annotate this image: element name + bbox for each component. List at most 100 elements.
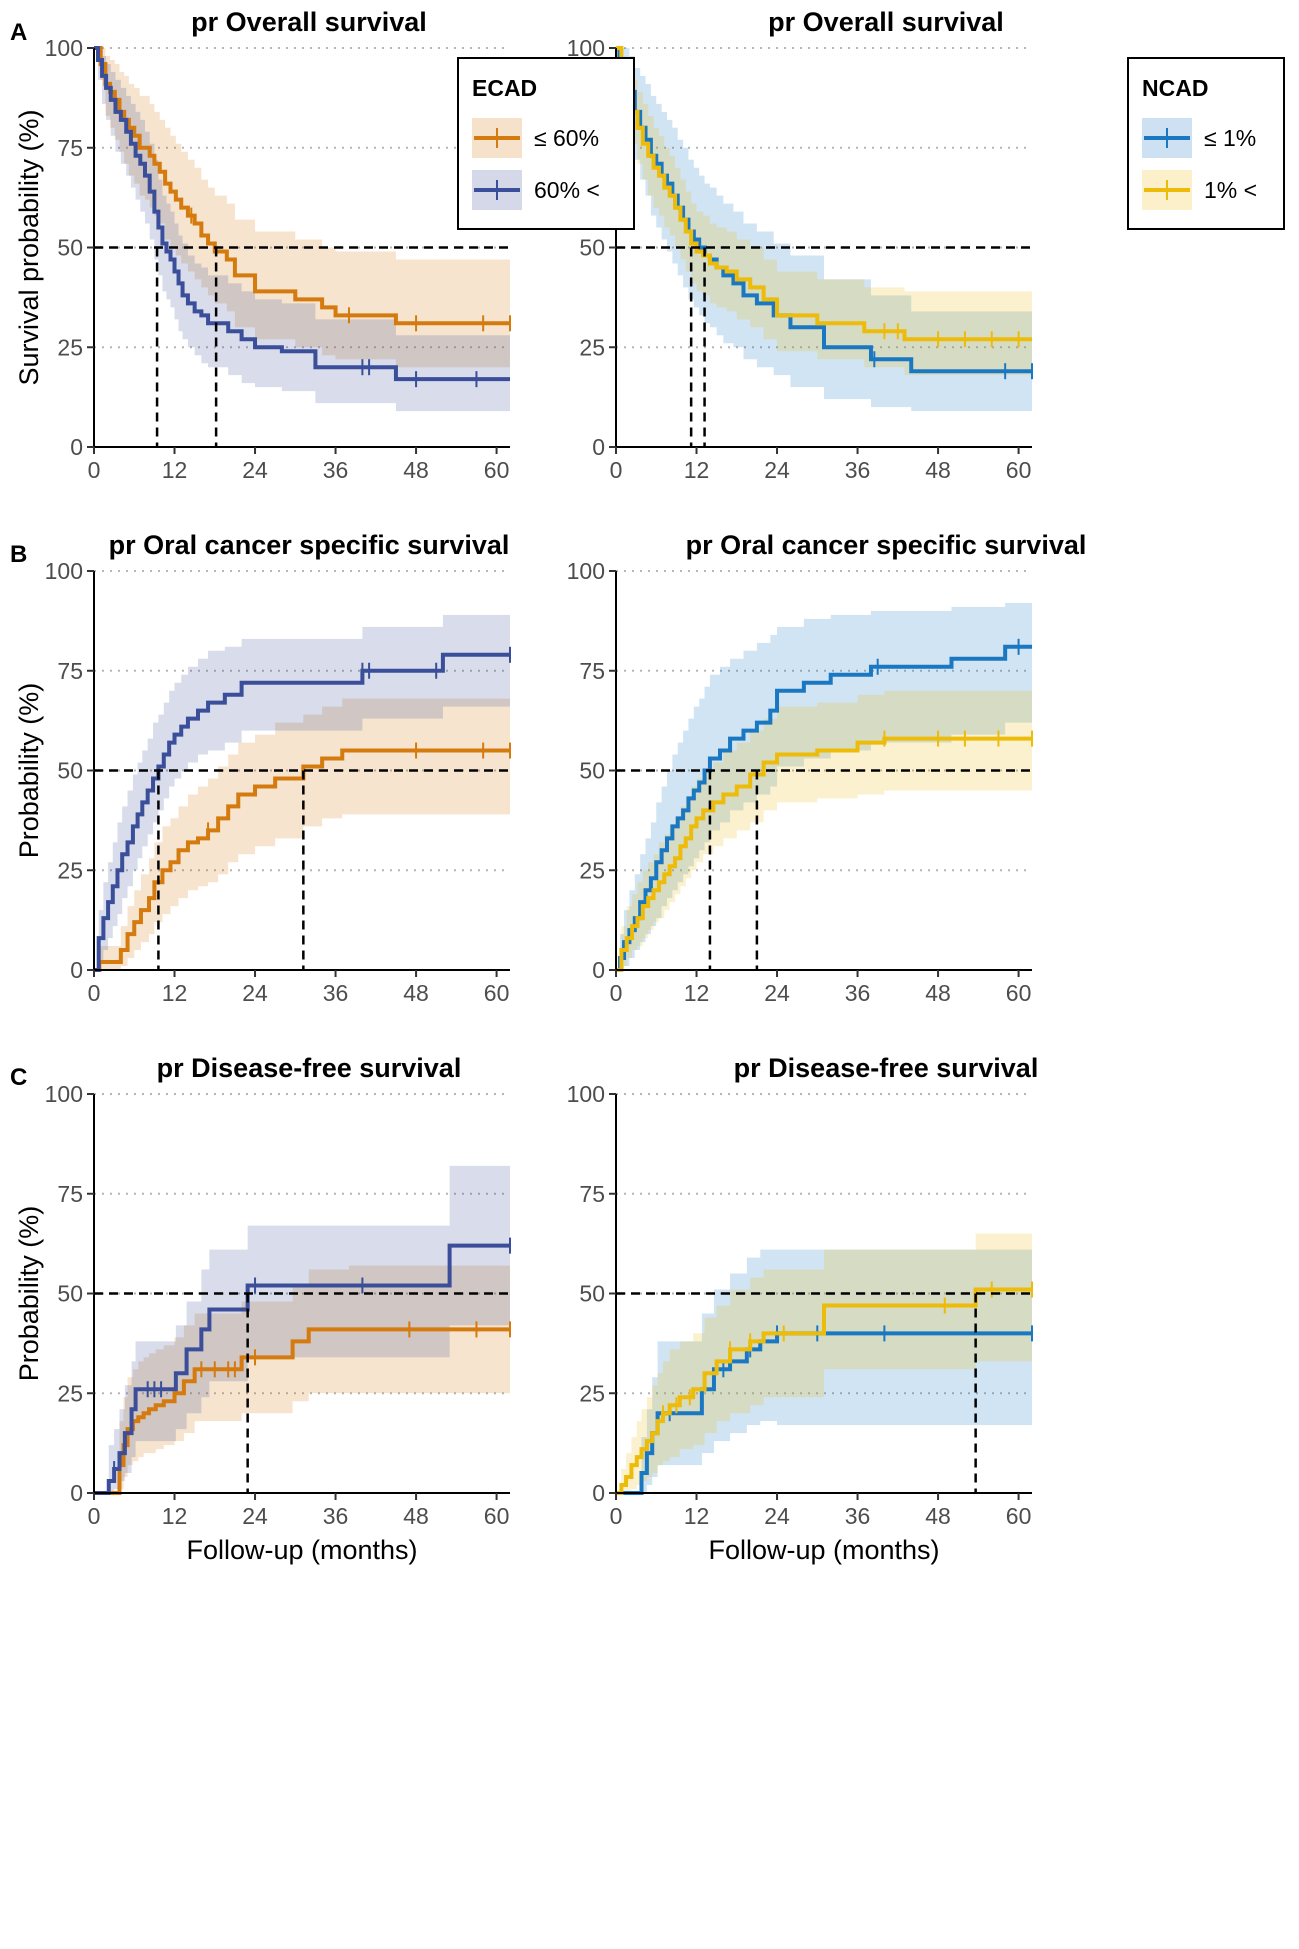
series-line-1 bbox=[616, 644, 1032, 972]
y-tick-label: 50 bbox=[579, 235, 605, 261]
x-tick-label: 0 bbox=[88, 980, 101, 1006]
chart-title: pr Disease-free survival bbox=[157, 1053, 462, 1083]
x-tick-label: 48 bbox=[925, 1503, 951, 1529]
x-tick-label: 24 bbox=[242, 1503, 268, 1529]
x-axis-label: Follow-up (months) bbox=[186, 1535, 417, 1565]
y-tick-label: 0 bbox=[592, 957, 605, 983]
x-tick-label: 36 bbox=[845, 457, 871, 483]
series-line-2 bbox=[616, 46, 1032, 342]
x-tick-label: 24 bbox=[764, 980, 790, 1006]
x-tick-label: 48 bbox=[403, 1503, 429, 1529]
x-tick-label: 12 bbox=[684, 457, 710, 483]
legend-ecad-frame bbox=[457, 57, 635, 230]
y-tick-label: 0 bbox=[592, 434, 605, 460]
chart-title: pr Oral cancer specific survival bbox=[686, 530, 1087, 560]
series-line-2 bbox=[94, 46, 510, 382]
panel-label-b: B bbox=[10, 541, 27, 568]
x-tick-label: 0 bbox=[610, 457, 623, 483]
y-tick-label: 25 bbox=[579, 857, 605, 883]
chart-title: pr Overall survival bbox=[768, 7, 1004, 37]
legend-ncad-label-low: ≤ 1% bbox=[1204, 125, 1256, 151]
panel-label-a: A bbox=[10, 19, 27, 46]
series-line-2 bbox=[94, 652, 510, 972]
series-line-1 bbox=[94, 1327, 510, 1495]
x-tick-label: 36 bbox=[323, 1503, 349, 1529]
x-tick-label: 48 bbox=[403, 980, 429, 1006]
y-tick-label: 50 bbox=[57, 235, 83, 261]
x-tick-label: 0 bbox=[88, 457, 101, 483]
y-axis-label: Probability (%) bbox=[14, 1206, 44, 1382]
series-line-2 bbox=[94, 1243, 510, 1495]
chart-3: 0 25 50 75 100 0 12 24 36 48 60 pr Oral cancer spec… bbox=[14, 530, 511, 1006]
x-tick-label: 60 bbox=[484, 457, 510, 483]
chart-1: 0 25 50 75 100 0 12 24 36 48 60 pr Overall survival… bbox=[14, 7, 511, 483]
legend-ecad: ECAD ≤ 60% 60% < bbox=[457, 57, 635, 230]
x-tick-label: 12 bbox=[162, 1503, 188, 1529]
chart-title: pr Oral cancer specific survival bbox=[109, 530, 510, 560]
x-tick-label: 24 bbox=[242, 980, 268, 1006]
x-tick-label: 0 bbox=[610, 980, 623, 1006]
y-tick-label: 75 bbox=[579, 1181, 605, 1207]
y-tick-label: 100 bbox=[45, 1081, 83, 1107]
y-tick-label: 100 bbox=[567, 558, 605, 584]
y-tick-label: 50 bbox=[57, 758, 83, 784]
y-tick-label: 25 bbox=[57, 1380, 83, 1406]
y-tick-label: 25 bbox=[579, 1380, 605, 1406]
x-tick-label: 12 bbox=[162, 457, 188, 483]
y-axis-label: Probability (%) bbox=[14, 683, 44, 859]
y-tick-label: 75 bbox=[579, 658, 605, 684]
y-axis-label: Survival probability (%) bbox=[14, 109, 44, 385]
x-tick-label: 24 bbox=[764, 457, 790, 483]
y-tick-label: 50 bbox=[579, 1281, 605, 1307]
y-tick-label: 0 bbox=[70, 957, 83, 983]
x-tick-label: 0 bbox=[610, 1503, 623, 1529]
ci-band-2 bbox=[616, 1233, 1032, 1493]
y-tick-label: 25 bbox=[57, 857, 83, 883]
legend-ncad: NCAD ≤ 1% 1% < bbox=[1127, 57, 1285, 230]
x-tick-label: 36 bbox=[323, 457, 349, 483]
x-tick-label: 48 bbox=[925, 980, 951, 1006]
ci-band-2 bbox=[94, 614, 510, 970]
x-axis-label: Follow-up (months) bbox=[708, 1535, 939, 1565]
x-tick-label: 12 bbox=[162, 980, 188, 1006]
chart-6: 0 25 50 75 100 0 12 24 36 48 60 pr Disease-free sur… bbox=[567, 1053, 1039, 1565]
x-tick-label: 12 bbox=[684, 980, 710, 1006]
legend-ecad-key-low bbox=[472, 118, 522, 158]
y-tick-label: 25 bbox=[579, 334, 605, 360]
y-tick-label: 50 bbox=[57, 1281, 83, 1307]
ci-band-1 bbox=[94, 1265, 510, 1493]
legend-ncad-label-high: 1% < bbox=[1204, 177, 1257, 203]
x-tick-label: 60 bbox=[1006, 980, 1032, 1006]
ci-band-1 bbox=[94, 698, 510, 970]
y-tick-label: 0 bbox=[70, 1480, 83, 1506]
y-tick-label: 100 bbox=[567, 35, 605, 61]
series-line-1 bbox=[94, 748, 510, 972]
legend-ncad-key-high bbox=[1142, 170, 1192, 210]
ci-band-1 bbox=[616, 602, 1032, 970]
y-tick-label: 75 bbox=[57, 658, 83, 684]
x-tick-label: 48 bbox=[403, 457, 429, 483]
legend-ecad-title: ECAD bbox=[472, 75, 537, 101]
ci-band-2 bbox=[94, 48, 510, 412]
x-tick-label: 48 bbox=[925, 457, 951, 483]
y-tick-label: 100 bbox=[567, 1081, 605, 1107]
x-tick-label: 60 bbox=[484, 980, 510, 1006]
x-tick-label: 60 bbox=[1006, 1503, 1032, 1529]
legend-ncad-title: NCAD bbox=[1142, 75, 1208, 101]
y-tick-label: 25 bbox=[57, 334, 83, 360]
series-line-2 bbox=[616, 1287, 1032, 1495]
charts-layer: 0 25 50 75 100 0 12 24 36 48 60 pr Overall survival… bbox=[14, 7, 1086, 1565]
ci-band-1 bbox=[94, 48, 510, 368]
y-tick-label: 0 bbox=[592, 1480, 605, 1506]
chart-5: 0 25 50 75 100 0 12 24 36 48 60 pr Disease-free sur… bbox=[14, 1053, 511, 1565]
chart-title: pr Disease-free survival bbox=[734, 1053, 1039, 1083]
legend-ecad-key-high bbox=[472, 170, 522, 210]
ci-band-1 bbox=[616, 1249, 1032, 1493]
chart-4: 0 25 50 75 100 0 12 24 36 48 60 pr Oral cancer spec… bbox=[567, 530, 1087, 1006]
ci-band-1 bbox=[616, 48, 1032, 412]
x-tick-label: 12 bbox=[684, 1503, 710, 1529]
ci-band-2 bbox=[616, 690, 1032, 970]
legend-ncad-frame bbox=[1127, 57, 1285, 230]
